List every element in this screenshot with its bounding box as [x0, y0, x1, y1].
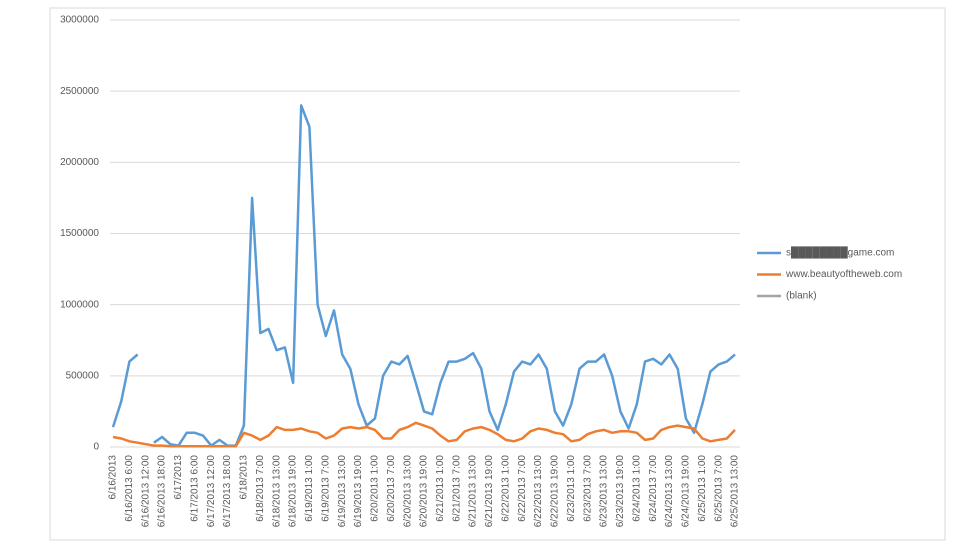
x-tick-label: 6/23/2013 13:00	[599, 455, 610, 528]
x-tick-label: 6/17/2013	[173, 455, 184, 500]
x-tick-label: 6/20/2013 1:00	[370, 455, 381, 522]
y-tick-label: 2000000	[60, 157, 99, 168]
x-tick-label: 6/16/2013	[108, 455, 119, 500]
x-tick-label: 6/21/2013 1:00	[435, 455, 446, 522]
x-tick-label: 6/22/2013 13:00	[533, 455, 544, 528]
x-tick-label: 6/24/2013 7:00	[648, 455, 659, 522]
x-tick-label: 6/19/2013 7:00	[320, 455, 331, 522]
x-tick-label: 6/21/2013 19:00	[484, 455, 495, 528]
x-tick-label: 6/18/2013 7:00	[255, 455, 266, 522]
x-tick-label: 6/20/2013 13:00	[402, 455, 413, 528]
x-tick-label: 6/20/2013 7:00	[386, 455, 397, 522]
x-tick-label: 6/18/2013 13:00	[271, 455, 282, 528]
x-tick-label: 6/23/2013 19:00	[615, 455, 626, 528]
data-line	[111, 104, 736, 447]
data-line	[112, 421, 736, 448]
x-tick-label: 6/22/2013 19:00	[550, 455, 561, 528]
y-tick-label: 2500000	[60, 86, 99, 97]
x-tick-label: 6/17/2013 12:00	[206, 455, 217, 528]
x-tick-label: 6/16/2013 12:00	[140, 455, 151, 528]
x-tick-label: 6/21/2013 13:00	[468, 455, 479, 528]
x-tick-label: 6/25/2013 1:00	[697, 455, 708, 522]
y-tick-label: 1000000	[60, 299, 99, 310]
x-tick-label: 6/20/2013 19:00	[419, 455, 430, 528]
x-tick-label: 6/22/2013 1:00	[500, 455, 511, 522]
y-tick-label: 0	[93, 442, 99, 453]
legend-label: (blank)	[786, 291, 817, 302]
x-tick-label: 6/17/2013 6:00	[189, 455, 200, 522]
y-tick-label: 3000000	[60, 15, 99, 26]
y-tick-label: 1500000	[60, 228, 99, 239]
x-tick-label: 6/19/2013 19:00	[353, 455, 364, 528]
x-tick-label: 6/22/2013 7:00	[517, 455, 528, 522]
x-tick-label: 6/24/2013 19:00	[681, 455, 692, 528]
x-tick-label: 6/24/2013 13:00	[664, 455, 675, 528]
x-tick-label: 6/18/2013 19:00	[288, 455, 299, 528]
x-tick-label: 6/16/2013 6:00	[124, 455, 135, 522]
x-tick-label: 6/16/2013 18:00	[157, 455, 168, 528]
legend-label: s████████game.com	[786, 246, 894, 260]
x-tick-label: 6/25/2013 13:00	[730, 455, 741, 528]
x-tick-label: 6/21/2013 7:00	[451, 455, 462, 522]
x-tick-label: 6/18/2013	[239, 455, 250, 500]
x-tick-label: 6/25/2013 7:00	[713, 455, 724, 522]
legend-label: www.beautyoftheweb.com	[785, 269, 902, 280]
x-tick-label: 6/17/2013 18:00	[222, 455, 233, 528]
x-tick-label: 6/19/2013 13:00	[337, 455, 348, 528]
x-tick-label: 6/23/2013 1:00	[566, 455, 577, 522]
x-tick-label: 6/19/2013 1:00	[304, 455, 315, 522]
y-tick-label: 500000	[66, 370, 100, 381]
x-tick-label: 6/24/2013 1:00	[631, 455, 642, 522]
x-tick-label: 6/23/2013 7:00	[582, 455, 593, 522]
chart-border	[49, 7, 946, 541]
